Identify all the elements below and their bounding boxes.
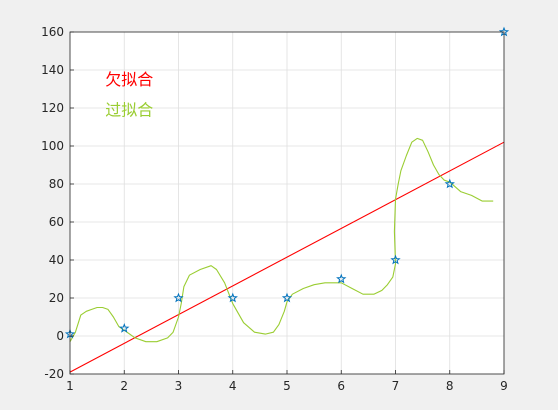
data-point-star [227,292,238,303]
data-point-star [119,322,130,333]
underfit-line [69,141,505,373]
x-tick-label: 6 [337,379,345,393]
y-tick-label: 80 [49,177,64,191]
data-point-star [173,292,184,303]
y-tick-label: 40 [49,253,64,267]
axis-ticks: 1 2 3 4 5 6 7 8 9 -20 0 20 40 60 80 100 120 140 160 [41,25,508,393]
overfit-label: 过拟合 [105,101,153,120]
y-tick-label: 0 [56,329,64,343]
y-tick-label: 100 [41,139,64,153]
y-tick-label: 120 [41,101,64,115]
x-tick-label: 4 [229,379,237,393]
x-tick-label: 1 [66,379,74,393]
data-point-star [444,178,455,189]
x-tick-label: 7 [392,379,400,393]
underfit-label: 欠拟合 [105,70,153,89]
y-tick-label: 160 [41,25,64,39]
data-point-star [390,254,401,265]
x-tick-label: 8 [446,379,454,393]
data-point-star [336,273,347,284]
y-tick-label: 140 [41,63,64,77]
x-tick-label: 3 [175,379,183,393]
y-tick-label: 20 [49,291,64,305]
x-tick-label: 2 [120,379,128,393]
x-tick-label: 5 [283,379,291,393]
x-tick-label: 9 [500,379,508,393]
y-tick-label: -20 [44,367,64,381]
data-point-star [281,292,293,303]
y-tick-label: 60 [49,215,64,229]
